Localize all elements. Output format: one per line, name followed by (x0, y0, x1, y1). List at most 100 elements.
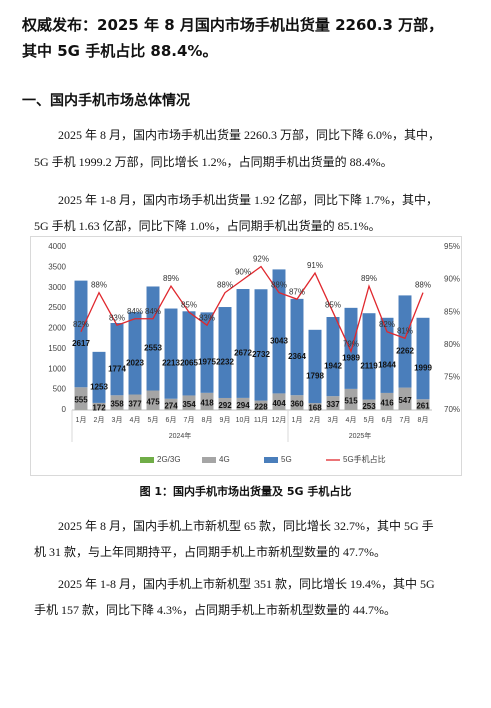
bar-value-label: 168 (308, 404, 322, 413)
x-tick-label: 5月 (148, 416, 159, 424)
share-label: 82% (73, 320, 89, 329)
share-label: 84% (127, 307, 143, 316)
bar-value-label: 418 (200, 398, 214, 407)
bar-value-label: 294 (236, 401, 250, 410)
paragraph-line: 2025 年 1-8 月，国内市场手机出货量 1.92 亿部，同比下降 1.7%… (58, 193, 438, 207)
share-line (80, 265, 424, 354)
paragraph-line: 手机 157 款，同比下降 4.3%，占同期手机上市新机型数量的 44.7%。 (34, 603, 396, 617)
bar-segment (236, 397, 250, 410)
x-tick-label: 3月 (328, 416, 339, 424)
bar-segment (362, 399, 376, 410)
bar-segment (146, 286, 160, 391)
x-tick-label: 1月 (292, 416, 303, 424)
bar-value-label: 2213 (162, 359, 180, 368)
section-heading: 一、国内手机市场总体情况 (22, 93, 190, 109)
legend-label: 4G (219, 455, 230, 464)
bar-segment (200, 392, 214, 410)
y-tick-label: 1500 (48, 344, 66, 353)
bar-segment (272, 269, 286, 394)
x-tick-label: 4月 (130, 416, 141, 424)
y2-tick-label: 95% (444, 242, 460, 251)
bar-segment (290, 395, 304, 410)
paragraph-line: 2025 年 1-8 月，国内手机上市新机型 351 款，同比增长 19.4%，… (58, 577, 435, 591)
bar-segment (110, 395, 124, 410)
bar-segment (146, 390, 160, 410)
bar-value-label: 2023 (126, 358, 144, 367)
legend-swatch (202, 457, 216, 463)
bar-value-label: 274 (164, 401, 178, 410)
bar-value-label: 1999 (414, 364, 432, 373)
bar-segment (380, 317, 394, 393)
y2-tick-label: 70% (444, 405, 460, 414)
bar-segment (236, 289, 250, 398)
bar-value-label: 2617 (72, 339, 90, 348)
bar-value-label: 2732 (252, 350, 270, 359)
legend-swatch (264, 457, 278, 463)
x-tick-label: 6月 (382, 416, 393, 424)
bar-segment (254, 400, 268, 410)
bar-segment (218, 307, 232, 398)
bar-segment (344, 388, 358, 410)
bar-value-label: 2119 (360, 362, 378, 371)
bar-segment (308, 403, 322, 410)
x-tick-label: 8月 (418, 416, 429, 424)
y-tick-label: 2000 (48, 324, 66, 333)
x-tick-label: 10月 (236, 416, 251, 424)
bar-value-label: 292 (218, 401, 232, 410)
x-tick-label: 9月 (220, 416, 231, 424)
x-tick-label: 3月 (112, 416, 123, 424)
share-label: 88% (91, 281, 107, 290)
y2-tick-label: 75% (444, 373, 460, 382)
share-label: 87% (289, 287, 305, 296)
x-tick-label: 2月 (94, 416, 105, 424)
bar-segment (326, 396, 340, 410)
bar-value-label: 1942 (324, 362, 342, 371)
bar-segment (164, 308, 178, 399)
bar-segment (164, 398, 178, 410)
legend-swatch (140, 457, 154, 463)
x-tick-label: 5月 (364, 416, 375, 424)
bar-value-label: 404 (272, 399, 286, 408)
title-line: 其中 5G 手机占比 88.4%。 (22, 42, 218, 60)
bar-value-label: 1798 (306, 372, 324, 381)
chart: 0 500 1000 1500 2000 2500 3000 3500 4000 70% 75% 80… (30, 236, 462, 476)
bar-segment (380, 392, 394, 410)
x-tick-label: 4月 (346, 416, 357, 424)
share-label: 90% (235, 268, 251, 277)
bar-segment (272, 393, 286, 410)
legend-label: 5G手机占比 (343, 454, 386, 464)
bar-value-label: 172 (92, 404, 106, 413)
bar-segment (128, 394, 142, 410)
bar-segment (182, 395, 196, 410)
bar-value-label: 1844 (378, 360, 396, 369)
x-tick-label: 2月 (310, 416, 321, 424)
bar-value-label: 228 (254, 402, 268, 411)
bar-value-label: 2065 (180, 358, 198, 367)
x-tick-label: 1月 (76, 416, 87, 424)
bar-value-label: 475 (146, 397, 160, 406)
title-line: 权威发布：2025 年 8 月国内市场手机出货量 2260.3 万部， (22, 16, 444, 34)
bar-segment (344, 307, 358, 389)
y-tick-label: 4000 (48, 242, 66, 251)
bar-value-label: 547 (398, 396, 412, 405)
paragraph-line: 2025 年 8 月，国内手机上市新机型 65 款，同比增长 32.7%，其中 … (58, 519, 434, 533)
bar-value-label: 2672 (234, 349, 252, 358)
y2-tick-label: 85% (444, 307, 460, 316)
y2-tick-label: 90% (444, 275, 460, 284)
bar-segment (398, 295, 412, 388)
share-label: 83% (199, 313, 215, 322)
bar-segment (92, 351, 106, 403)
share-label: 84% (145, 307, 161, 316)
share-label: 92% (253, 255, 269, 264)
x-tick-label: 7月 (400, 416, 411, 424)
bar-segment (362, 313, 376, 400)
share-label: 89% (361, 274, 377, 283)
bar-segment (74, 280, 88, 388)
legend-label: 5G (281, 455, 292, 464)
figure-caption: 图 1：国内手机市场出货量及 5G 手机占比 (139, 485, 352, 498)
bar-segment (398, 387, 412, 410)
bar-value-label: 416 (380, 399, 394, 408)
bar-value-label: 253 (362, 402, 376, 411)
bar-value-label: 2262 (396, 347, 414, 356)
bar-value-label: 1253 (90, 382, 108, 391)
